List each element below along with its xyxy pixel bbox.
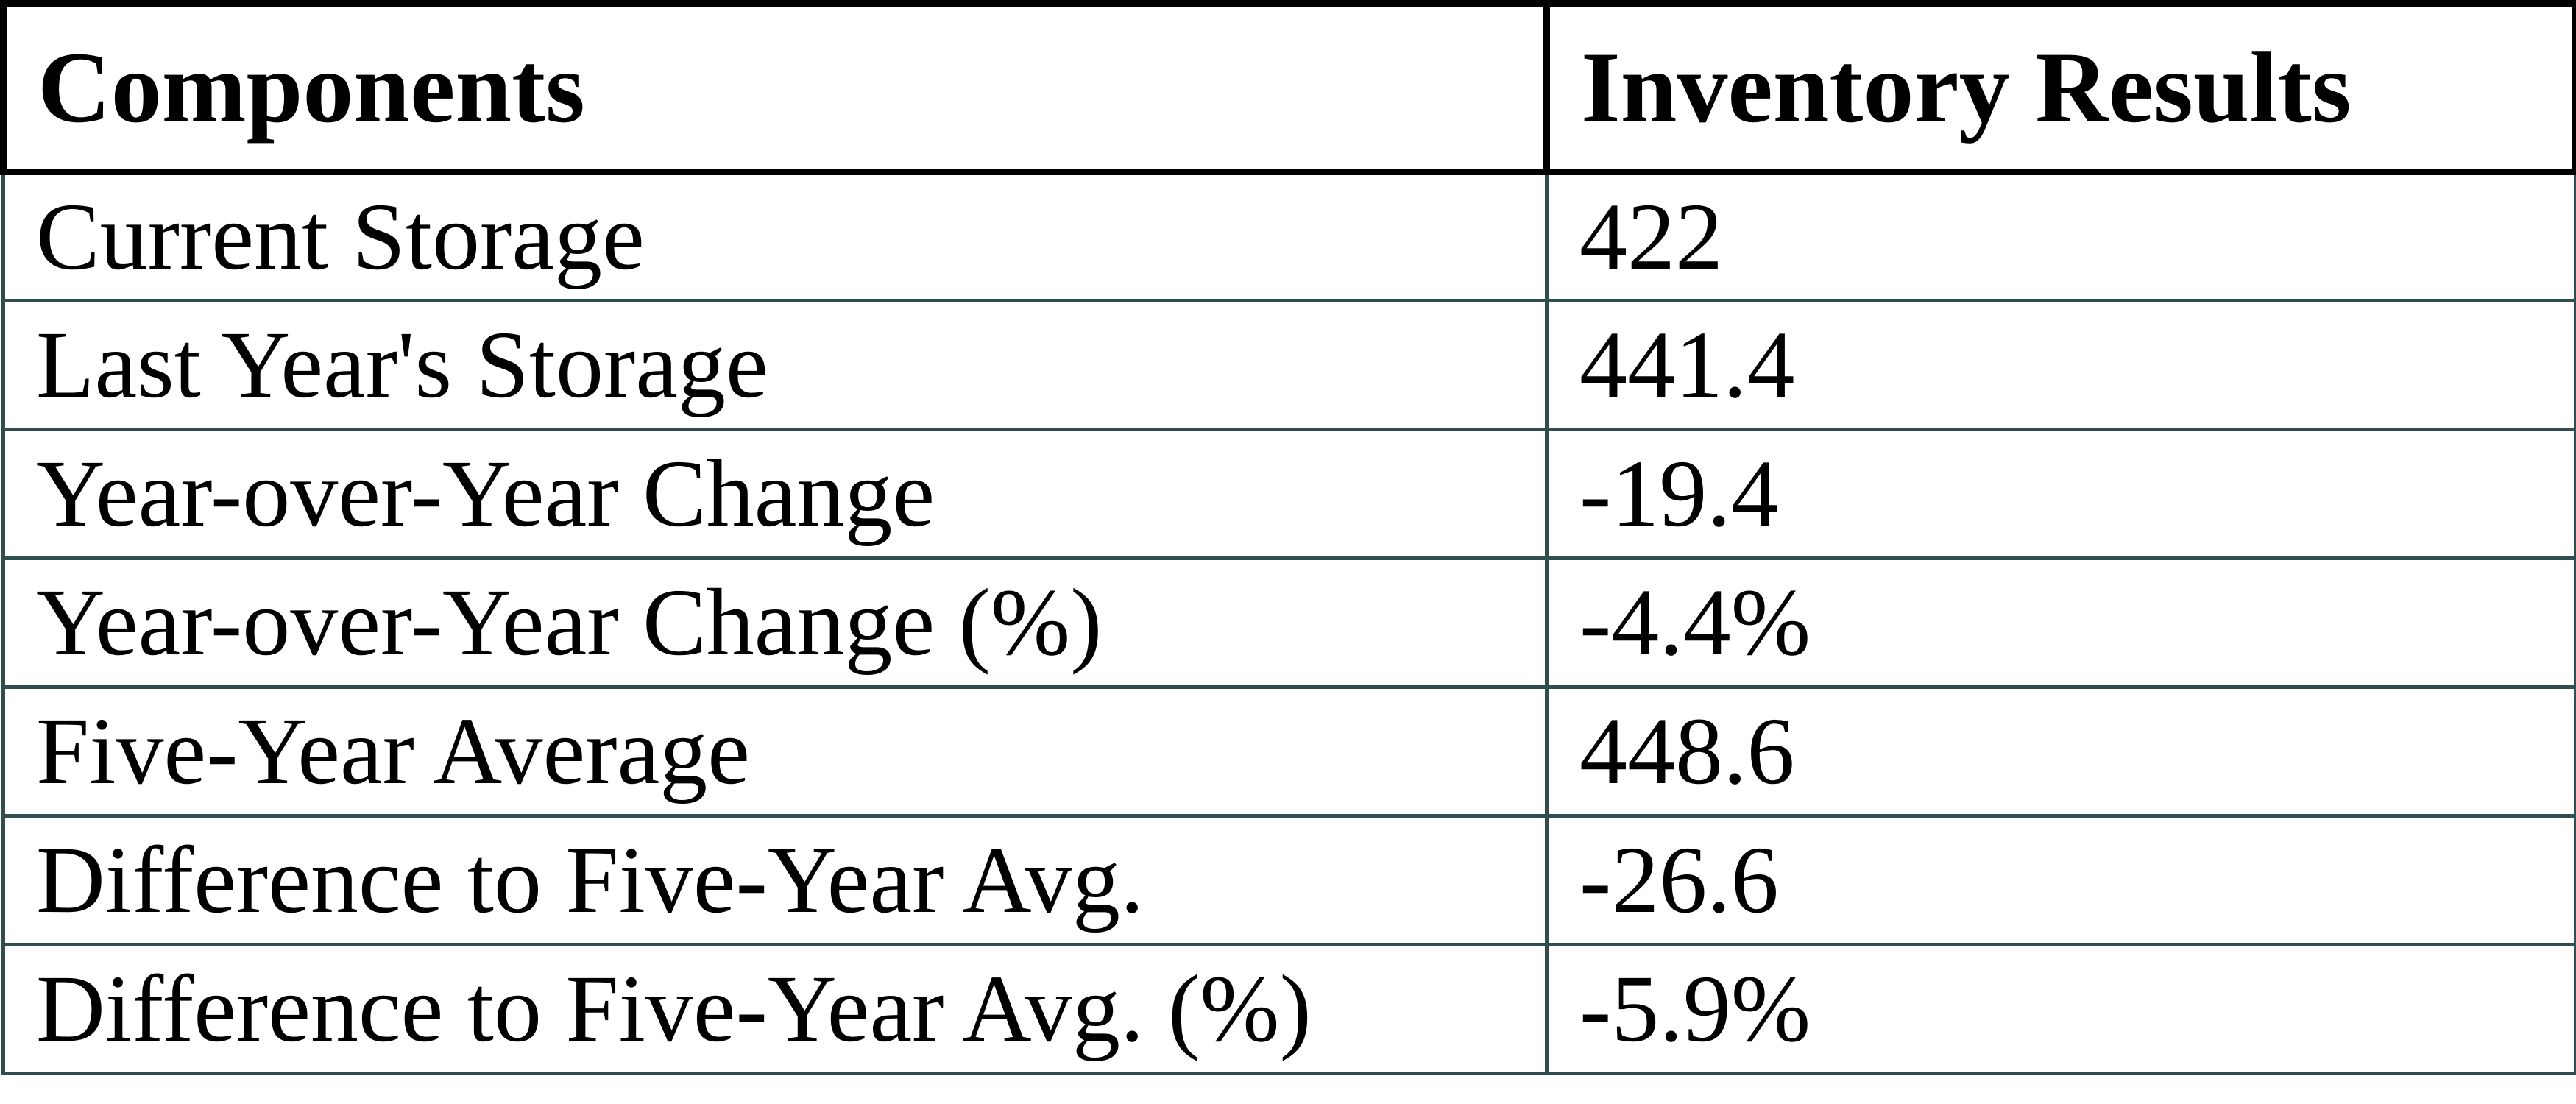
header-cell-inventory-results: Inventory Results bbox=[1543, 0, 2576, 175]
row-label: Difference to Five-Year Avg. bbox=[1, 814, 1549, 946]
row-label: Year-over-Year Change bbox=[1, 428, 1549, 560]
row-value: 441.4 bbox=[1545, 299, 2576, 431]
table-row: Difference to Five-Year Avg. -26.6 bbox=[1, 814, 2576, 946]
table-row: Current Storage 422 bbox=[1, 170, 2576, 302]
table-row: Last Year's Storage 441.4 bbox=[1, 299, 2576, 431]
table-body: Current Storage 422 Last Year's Storage … bbox=[1, 170, 2576, 1075]
row-label: Year-over-Year Change (%) bbox=[1, 556, 1549, 689]
row-label: Difference to Five-Year Avg. (%) bbox=[1, 943, 1549, 1075]
table-row: Year-over-Year Change (%) -4.4% bbox=[1, 556, 2576, 689]
row-label: Last Year's Storage bbox=[1, 299, 1549, 431]
row-value: -5.9% bbox=[1545, 943, 2576, 1075]
row-value: 422 bbox=[1545, 170, 2576, 302]
row-value: -26.6 bbox=[1545, 814, 2576, 946]
row-label: Five-Year Average bbox=[1, 685, 1549, 818]
row-value: 448.6 bbox=[1545, 685, 2576, 818]
row-label: Current Storage bbox=[1, 170, 1549, 302]
table-row: Year-over-Year Change -19.4 bbox=[1, 428, 2576, 560]
row-value: -19.4 bbox=[1545, 428, 2576, 560]
header-cell-components: Components bbox=[0, 0, 1550, 175]
table-header: Components Inventory Results bbox=[0, 0, 2576, 175]
row-value: -4.4% bbox=[1545, 556, 2576, 689]
table-row: Five-Year Average 448.6 bbox=[1, 685, 2576, 818]
header-row: Components Inventory Results bbox=[0, 0, 2576, 175]
table-row: Difference to Five-Year Avg. (%) -5.9% bbox=[1, 943, 2576, 1075]
inventory-table: Components Inventory Results Current Sto… bbox=[0, 0, 2576, 1075]
